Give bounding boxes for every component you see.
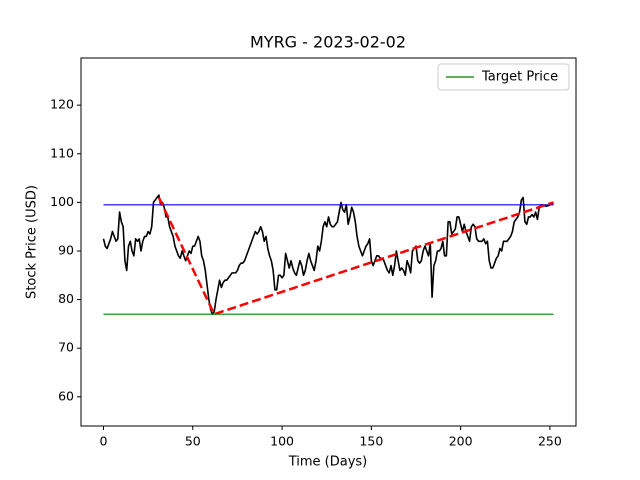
y-tick-label: 60 (58, 388, 74, 403)
line (157, 196, 554, 316)
y-tick-label: 110 (50, 145, 74, 160)
x-tick-label: 150 (359, 434, 383, 449)
x-tick-label: 200 (449, 434, 473, 449)
chart-title: MYRG - 2023-02-02 (250, 33, 406, 52)
y-axis-label: Stock Price (USD) (25, 185, 40, 299)
y-tick-label: 90 (58, 242, 74, 257)
y-tick-label: 120 (50, 97, 74, 112)
legend-box (437, 63, 570, 91)
y-tick-label: 100 (50, 194, 74, 209)
x-tick-label: 50 (185, 434, 201, 449)
legend-label: Target Price (481, 70, 558, 85)
y-tick-label: 80 (58, 291, 74, 306)
plot-frame (80, 57, 577, 427)
y-tick-label: 70 (58, 340, 74, 355)
x-tick-label: 250 (538, 434, 562, 449)
line (102, 194, 554, 315)
x-axis-label: Time (Days) (288, 455, 368, 470)
x-tick-label: 0 (100, 434, 108, 449)
x-tick-label: 100 (270, 434, 294, 449)
